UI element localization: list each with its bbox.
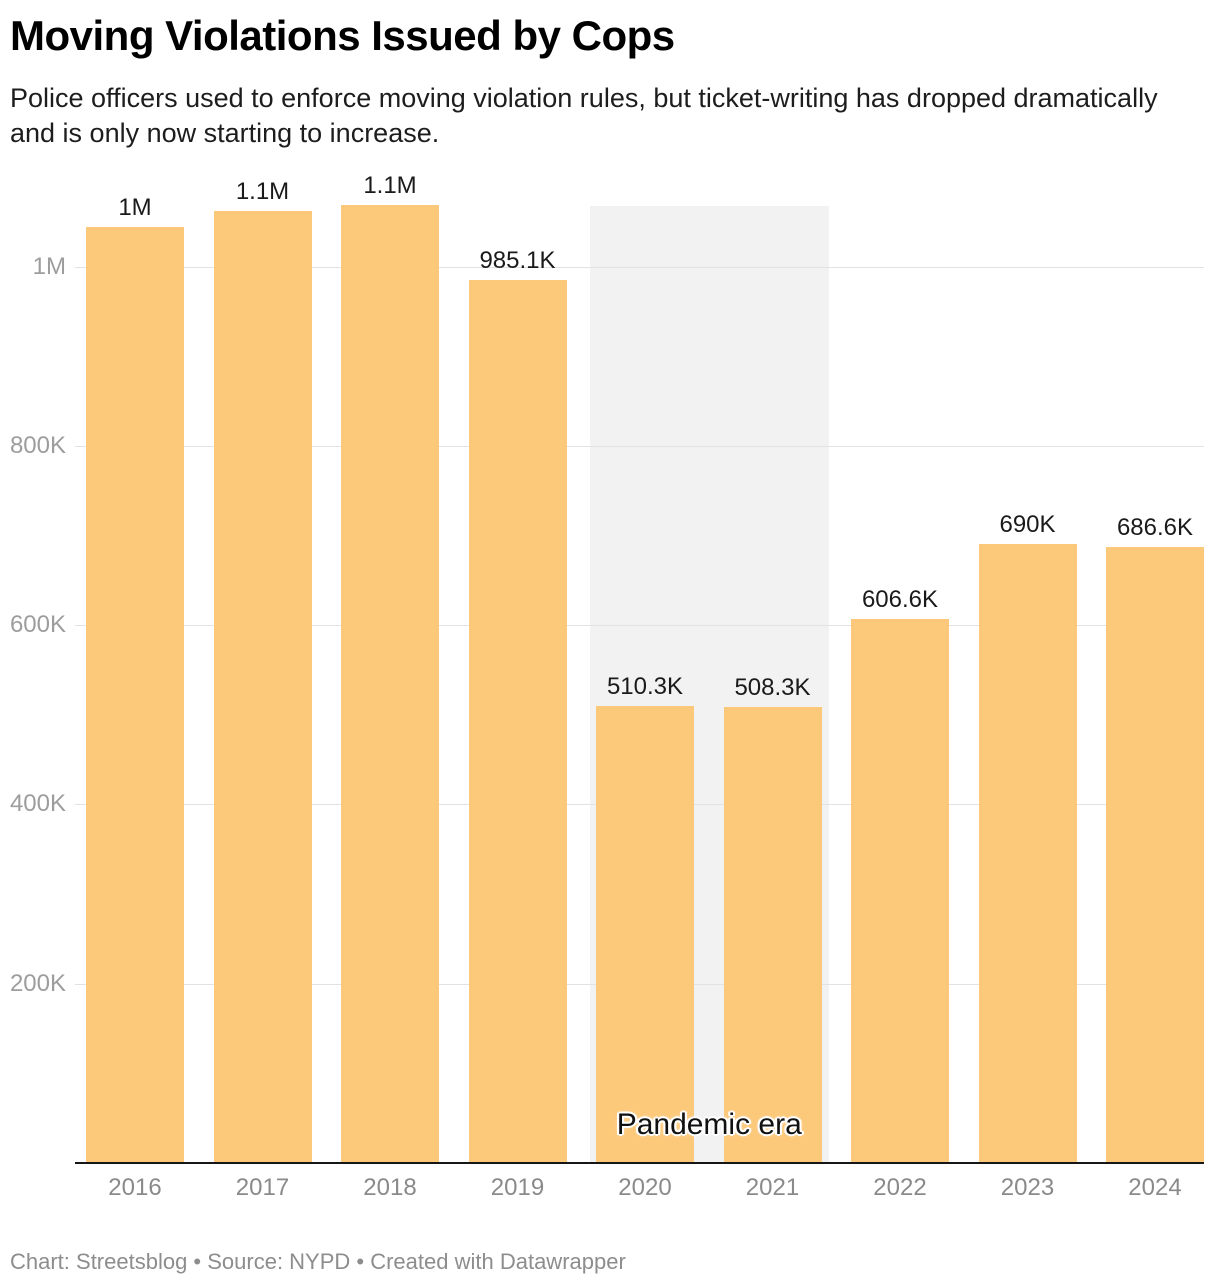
- x-axis-label-2022: 2022: [873, 1174, 927, 1201]
- x-axis-label-2023: 2023: [1000, 1174, 1055, 1201]
- y-axis-label-400K: 400K: [9, 790, 66, 818]
- value-label-2017: 1.1M: [235, 177, 290, 205]
- x-axis-label-2018: 2018: [363, 1174, 417, 1201]
- bar-2024[interactable]: [1106, 547, 1204, 1164]
- value-label-2021: 508.3K: [734, 674, 811, 702]
- chart-footer-attribution: Chart: Streetsblog • Source: NYPD • Crea…: [10, 1249, 626, 1274]
- y-axis-label-1M: 1M: [32, 252, 66, 280]
- value-label-2020: 510.3K: [606, 672, 684, 700]
- value-label-2022: 606.6K: [861, 586, 939, 614]
- chart-title: Moving Violations Issued by Cops: [10, 12, 675, 59]
- chart-subtitle: Police officers used to enforce moving v…: [10, 83, 1158, 148]
- y-axis-label-600K: 600K: [9, 611, 66, 639]
- x-axis-label-2024: 2024: [1128, 1174, 1182, 1201]
- pandemic-era-label: Pandemic era: [616, 1108, 802, 1141]
- value-label-2019: 985.1K: [479, 246, 556, 274]
- bar-2021[interactable]: [723, 707, 822, 1164]
- x-axis-label-2016: 2016: [108, 1174, 162, 1201]
- x-axis-baseline: [75, 1162, 1204, 1164]
- x-axis-label-2020: 2020: [618, 1174, 672, 1201]
- y-axis-label-800K: 800K: [9, 431, 66, 459]
- x-axis-label-2021: 2021: [745, 1174, 800, 1201]
- value-label-2023: 690K: [999, 511, 1056, 539]
- y-axis-label-200K: 200K: [9, 969, 66, 997]
- value-label-2016: 1M: [118, 194, 152, 222]
- bar-2020[interactable]: [596, 705, 694, 1164]
- gridline-600K: [75, 625, 1204, 627]
- bar-2023[interactable]: [978, 544, 1077, 1164]
- bar-2022[interactable]: [851, 619, 949, 1164]
- value-label-2024: 686.6K: [1116, 514, 1194, 542]
- gridline-800K: [75, 445, 1204, 447]
- value-label-2018: 1.1M: [363, 171, 417, 199]
- gridline-1M: [75, 266, 1204, 268]
- x-axis-label-2017: 2017: [235, 1174, 290, 1201]
- bar-2016[interactable]: [86, 227, 184, 1164]
- bar-2017[interactable]: [213, 210, 312, 1164]
- x-axis-label-2019: 2019: [490, 1174, 545, 1201]
- bar-2019[interactable]: [468, 279, 567, 1164]
- bar-2018[interactable]: [341, 204, 439, 1164]
